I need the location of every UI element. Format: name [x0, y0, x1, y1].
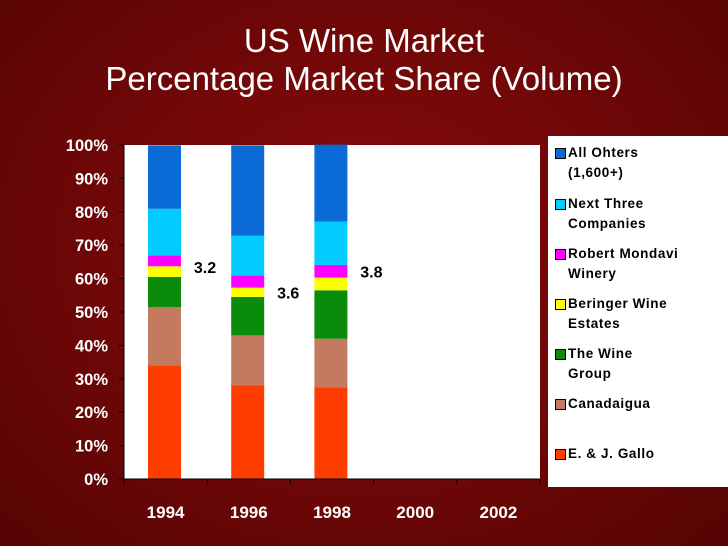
- legend-label: Beringer Wine Estates: [568, 294, 726, 334]
- legend-label: Robert Mondavi Winery: [568, 244, 726, 284]
- bar-segment-1996-all-ohters-1-600: [231, 145, 265, 236]
- legend-label-line: Winery: [568, 266, 617, 281]
- bar-segment-1994-canadaigua: [148, 306, 181, 366]
- bar-segment-1994-all-ohters-1-600: [148, 145, 181, 209]
- x-axis-tick-labels: 1994 1996 1998 2000 2002: [147, 503, 518, 522]
- bar-segment-1998-all-ohters-1-600: [314, 144, 348, 222]
- data-label-1996: 3.6: [277, 286, 299, 303]
- bar-segment-1996-beringer-wine-estates: [231, 287, 265, 297]
- x-tick-label: 1994: [147, 503, 185, 522]
- legend-label-line: Group: [568, 366, 612, 381]
- legend-label-line: Estates: [568, 316, 621, 331]
- legend-label-line: Robert Mondavi: [568, 246, 679, 261]
- bar-segment-1996-the-wine-group: [231, 296, 265, 336]
- y-tick-label: 90%: [75, 170, 108, 188]
- x-tick-label: 1998: [313, 503, 351, 522]
- legend-label-line: The Wine: [568, 346, 633, 361]
- bar-segment-1996-canadaigua: [231, 335, 265, 386]
- bar-segment-1998-e-j-gallo: [314, 387, 348, 479]
- bar-segment-1994-robert-mondavi-winery: [148, 255, 181, 267]
- legend-swatch: [555, 249, 566, 260]
- y-tick-label: 80%: [75, 204, 108, 222]
- data-labels: 3.2 3.6 3.8: [194, 260, 383, 303]
- y-tick-label: 20%: [75, 404, 108, 422]
- legend-swatch: [555, 148, 566, 159]
- bar-segment-1998-beringer-wine-estates: [314, 277, 348, 291]
- legend-label-line: Canadaigua: [568, 396, 651, 411]
- legend-label-line: (1,600+): [568, 165, 624, 180]
- y-tick-label: 60%: [75, 271, 108, 289]
- data-label-1994: 3.2: [194, 260, 216, 277]
- bar-segment-1994-e-j-gallo: [148, 365, 181, 479]
- y-tick-label: 40%: [75, 337, 108, 355]
- legend-label-line: Next Three: [568, 196, 644, 211]
- y-tick-label: 70%: [75, 237, 108, 255]
- y-tick-label: 50%: [75, 304, 108, 322]
- bar-group: [148, 144, 348, 479]
- legend-label: Canadaigua: [568, 394, 726, 414]
- bar-segment-1998-next-three-companies: [314, 221, 348, 265]
- legend: All Ohters (1,600+) Next Three Companies Rob…: [548, 136, 728, 487]
- bar-segment-1998-canadaigua: [314, 338, 348, 388]
- legend-label-line: Beringer Wine: [568, 296, 668, 311]
- x-tick-label: 2002: [479, 503, 517, 522]
- legend-swatch: [555, 349, 566, 360]
- title-line-1: US Wine Market: [243, 22, 485, 59]
- legend-label: All Ohters (1,600+): [568, 143, 726, 183]
- bar-segment-1998-robert-mondavi-winery: [314, 264, 348, 278]
- bar-segment-1994-next-three-companies: [148, 208, 181, 256]
- bar-segment-1994-the-wine-group: [148, 276, 181, 307]
- y-tick-label: 30%: [75, 371, 108, 389]
- legend-label-line: All Ohters: [568, 145, 639, 160]
- legend-label: Next Three Companies: [568, 194, 726, 234]
- y-tick-label: 100%: [66, 137, 109, 155]
- legend-swatch: [555, 199, 566, 210]
- bar-segment-1994-beringer-wine-estates: [148, 266, 181, 277]
- x-tick-label: 1996: [230, 503, 268, 522]
- axes: [119, 144, 541, 484]
- y-axis-tick-labels: 0% 10% 20% 30% 40% 50% 60% 70% 80% 90% 100%: [66, 137, 109, 489]
- legend-swatch: [555, 299, 566, 310]
- y-tick-label: 0%: [84, 471, 108, 489]
- bar-segment-1998-the-wine-group: [314, 290, 348, 339]
- bar-segment-1996-e-j-gallo: [231, 385, 265, 479]
- legend-label: The Wine Group: [568, 344, 726, 384]
- bar-segment-1996-next-three-companies: [231, 235, 265, 276]
- y-tick-label: 10%: [75, 438, 108, 456]
- legend-swatch: [555, 449, 566, 460]
- bar-segment-1996-robert-mondavi-winery: [231, 275, 265, 288]
- legend-swatch: [555, 399, 566, 410]
- x-tick-label: 2000: [396, 503, 434, 522]
- slide-title: US Wine Market Percentage Market Share (…: [0, 22, 728, 98]
- legend-label-line: E. & J. Gallo: [568, 446, 655, 461]
- data-label-1998: 3.8: [360, 264, 382, 281]
- title-line-2: Percentage Market Share (Volume): [105, 60, 623, 97]
- legend-label-line: Companies: [568, 216, 647, 231]
- legend-label: E. & J. Gallo: [568, 444, 726, 464]
